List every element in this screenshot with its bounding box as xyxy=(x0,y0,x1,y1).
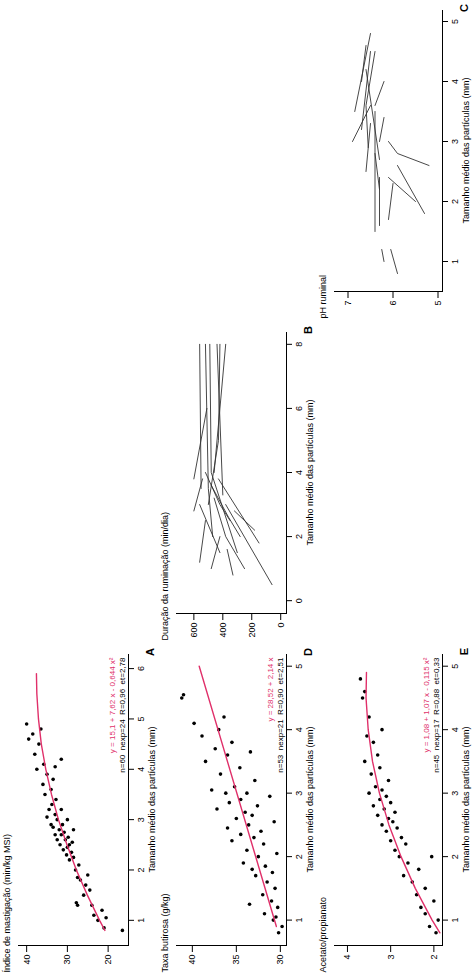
svg-text:30: 30 xyxy=(62,955,72,965)
svg-text:5: 5 xyxy=(450,19,460,24)
svg-text:1: 1 xyxy=(450,259,460,264)
svg-text:3: 3 xyxy=(386,955,396,960)
svg-text:4: 4 xyxy=(294,727,304,732)
svg-text:3: 3 xyxy=(450,791,460,796)
svg-text:8: 8 xyxy=(294,342,304,347)
svg-text:7: 7 xyxy=(343,301,353,306)
svg-text:n=53 nexp=21 R=0,90 et=2,51: n=53 nexp=21 R=0,90 et=2,51 xyxy=(276,657,285,773)
svg-text:pH ruminal: pH ruminal xyxy=(318,275,328,319)
svg-text:6: 6 xyxy=(294,406,304,411)
svg-text:4: 4 xyxy=(294,470,304,475)
svg-text:3: 3 xyxy=(450,139,460,144)
svg-text:5: 5 xyxy=(450,664,460,669)
svg-text:6: 6 xyxy=(136,666,146,671)
svg-text:200: 200 xyxy=(247,623,257,638)
svg-text:Acetato/propianato: Acetato/propianato xyxy=(318,897,328,973)
svg-text:Taxa butirosa (g/kg): Taxa butirosa (g/kg) xyxy=(160,893,170,972)
svg-text:20: 20 xyxy=(103,955,113,965)
svg-text:1: 1 xyxy=(136,918,146,923)
html-text:D: D xyxy=(302,648,314,656)
svg-text:n=60 nexp=24 R=0,96 et=2,78: n=60 nexp=24 R=0,96 et=2,78 xyxy=(118,657,127,773)
svg-text:Tamanho médio das partículas (: Tamanho médio das partículas (mm) xyxy=(305,399,315,545)
svg-text:1: 1 xyxy=(294,918,304,923)
svg-text:2: 2 xyxy=(450,199,460,204)
svg-text:Tamanho médio das partículas (: Tamanho médio das partículas (mm) xyxy=(461,77,471,223)
svg-text:4: 4 xyxy=(342,955,352,960)
svg-text:Duração da ruminação (min/dia): Duração da ruminação (min/dia) xyxy=(160,512,170,641)
svg-text:Índice de mastigação (min/kg M: Índice de mastigação (min/kg MSI) xyxy=(2,834,12,973)
svg-text:0: 0 xyxy=(294,598,304,603)
svg-text:4: 4 xyxy=(450,727,460,732)
html-text:E: E xyxy=(458,648,470,656)
svg-text:3: 3 xyxy=(294,791,304,796)
svg-text:y = 15,1 + 7,62 x - 0,644 x²: y = 15,1 + 7,62 x - 0,644 x² xyxy=(108,657,117,753)
svg-text:2: 2 xyxy=(429,955,439,960)
svg-text:40: 40 xyxy=(187,955,197,965)
svg-text:6: 6 xyxy=(388,301,398,306)
svg-text:Tamanho médio das partículas (: Tamanho médio das partículas (mm) xyxy=(147,726,157,872)
svg-text:y = 1,08 + 1,07 x - 0,115 x²: y = 1,08 + 1,07 x - 0,115 x² xyxy=(422,657,431,752)
svg-text:y = 28,52 + 2,14 x: y = 28,52 + 2,14 x xyxy=(266,658,275,722)
svg-text:4: 4 xyxy=(450,79,460,84)
html-text:C: C xyxy=(458,4,470,12)
html-text:A: A xyxy=(144,648,156,656)
html-text:B: B xyxy=(302,326,314,334)
svg-text:2: 2 xyxy=(450,854,460,859)
svg-text:5: 5 xyxy=(136,716,146,721)
svg-text:n=45 nexp=17 R=0,88 et=0,33: n=45 nexp=17 R=0,88 et=0,33 xyxy=(432,657,441,773)
svg-text:0: 0 xyxy=(276,623,286,628)
svg-text:600: 600 xyxy=(189,623,199,638)
svg-text:40: 40 xyxy=(22,955,32,965)
svg-text:3: 3 xyxy=(136,817,146,822)
svg-text:400: 400 xyxy=(218,623,228,638)
svg-text:35: 35 xyxy=(231,955,241,965)
svg-text:4: 4 xyxy=(136,767,146,772)
svg-text:2: 2 xyxy=(294,854,304,859)
svg-text:30: 30 xyxy=(275,955,285,965)
svg-text:Tamanho médio das partículas (: Tamanho médio das partículas (mm) xyxy=(305,726,315,872)
svg-text:2: 2 xyxy=(136,867,146,872)
svg-text:1: 1 xyxy=(450,918,460,923)
svg-text:2: 2 xyxy=(294,534,304,539)
svg-text:Tamanho médio das partículas (: Tamanho médio das partículas (mm) xyxy=(461,726,471,872)
svg-text:5: 5 xyxy=(294,664,304,669)
svg-text:5: 5 xyxy=(433,301,443,306)
